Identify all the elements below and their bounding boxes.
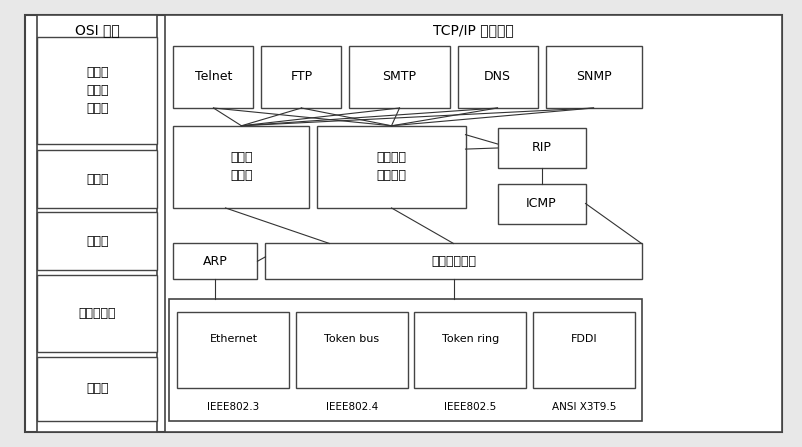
Text: IEEE802.5: IEEE802.5	[444, 402, 496, 412]
Bar	[497, 184, 585, 224]
Text: ARP: ARP	[203, 255, 228, 268]
Bar	[173, 244, 257, 279]
Bar	[295, 312, 407, 388]
Text: Telnet: Telnet	[195, 71, 232, 84]
Text: SNMP: SNMP	[575, 71, 610, 84]
Text: FTP: FTP	[290, 71, 312, 84]
Text: 应用层
表示层
会话层: 应用层 表示层 会话层	[86, 66, 108, 115]
Bar	[265, 244, 641, 279]
Bar	[497, 128, 585, 168]
Bar	[414, 312, 525, 388]
Text: ICMP: ICMP	[525, 197, 556, 210]
Text: Token ring: Token ring	[441, 334, 498, 344]
Text: TCP/IP 结构模型: TCP/IP 结构模型	[432, 23, 513, 37]
Bar	[349, 46, 449, 108]
Bar	[532, 312, 634, 388]
Bar	[169, 299, 641, 421]
Text: 数据链路层: 数据链路层	[79, 307, 116, 320]
Text: 物理层: 物理层	[86, 383, 108, 396]
Text: FDDI: FDDI	[570, 334, 597, 344]
Text: 网际互联协议: 网际互联协议	[431, 255, 476, 268]
Text: 传输层: 传输层	[86, 173, 108, 186]
Text: 网络层: 网络层	[86, 235, 108, 248]
Bar	[261, 46, 341, 108]
Text: Token bus: Token bus	[324, 334, 379, 344]
Bar	[38, 37, 157, 143]
Bar	[317, 126, 465, 208]
Text: 传输控
制协议: 传输控 制协议	[230, 152, 253, 182]
Bar	[173, 126, 309, 208]
Text: IEEE802.3: IEEE802.3	[207, 402, 259, 412]
Text: 用户数据
报文协议: 用户数据 报文协议	[376, 152, 406, 182]
Text: ANSI X3T9.5: ANSI X3T9.5	[551, 402, 615, 412]
Bar	[38, 212, 157, 270]
Bar	[173, 46, 253, 108]
Bar	[38, 274, 157, 352]
Bar	[38, 15, 157, 432]
Text: Ethernet: Ethernet	[209, 334, 257, 344]
Text: RIP: RIP	[531, 142, 551, 155]
Text: DNS: DNS	[484, 71, 510, 84]
Text: IEEE802.4: IEEE802.4	[326, 402, 378, 412]
Bar	[545, 46, 641, 108]
Bar	[165, 15, 780, 432]
Bar	[38, 150, 157, 208]
Text: OSI 模型: OSI 模型	[75, 23, 119, 37]
Bar	[177, 312, 289, 388]
Text: SMTP: SMTP	[382, 71, 416, 84]
Bar	[457, 46, 537, 108]
Bar	[38, 357, 157, 421]
